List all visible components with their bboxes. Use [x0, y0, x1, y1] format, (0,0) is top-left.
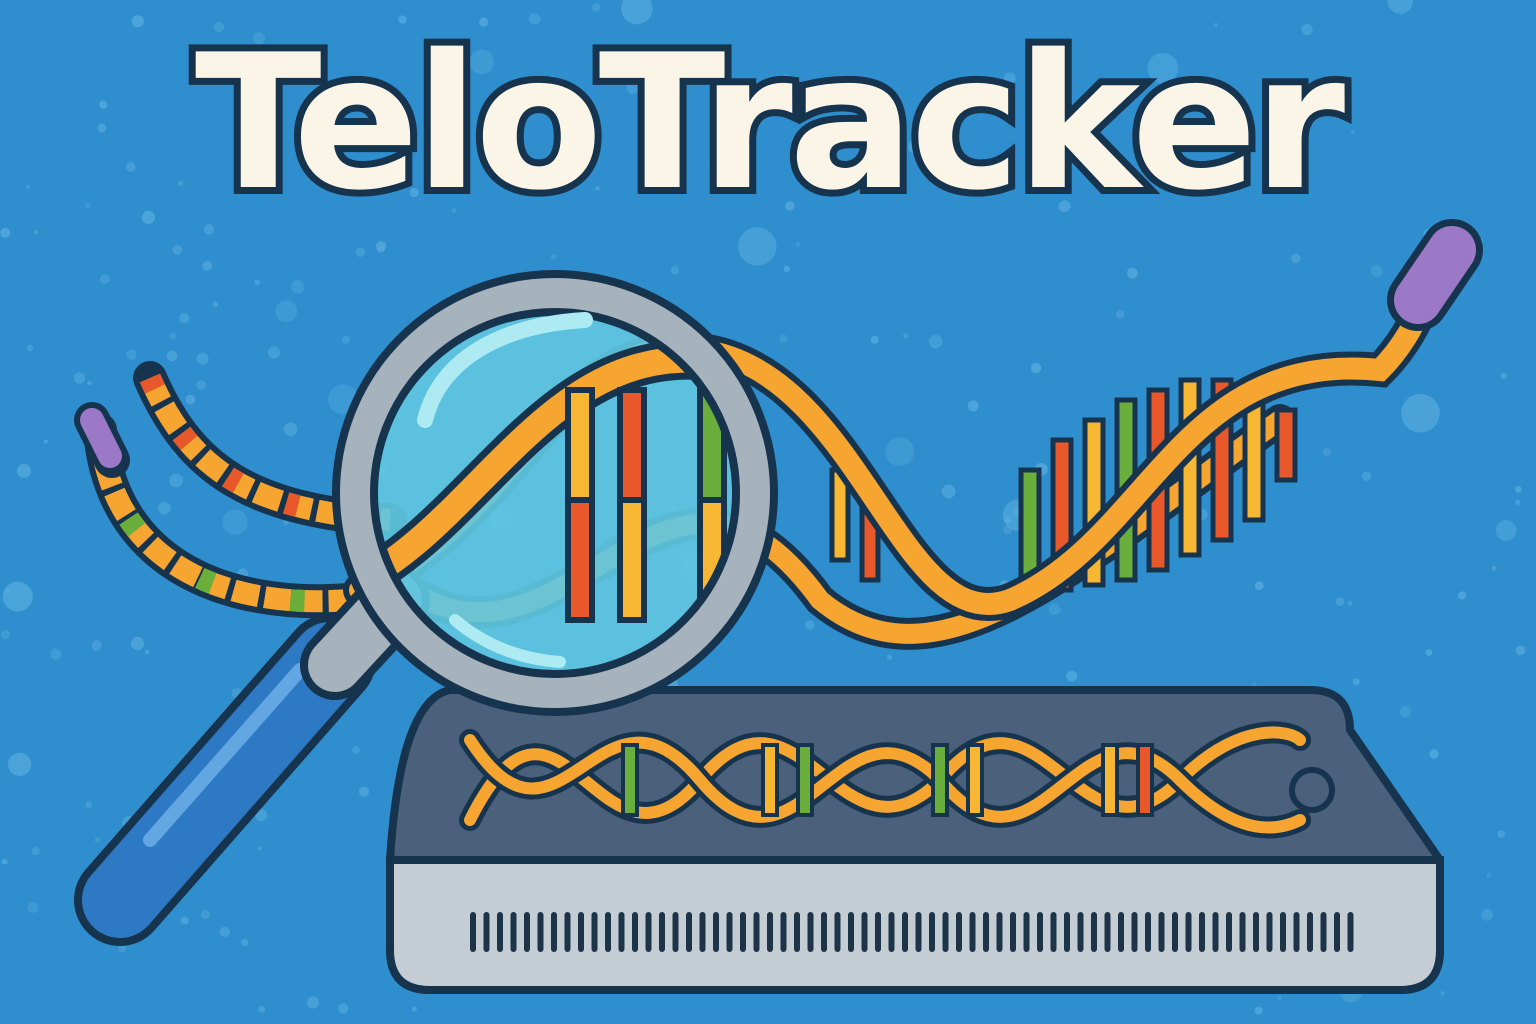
dna-helix-icon	[343, 219, 1483, 650]
sequencer-device-icon	[386, 686, 1444, 994]
app-title: TeloTracker	[188, 11, 1352, 235]
magnifying-glass-icon	[74, 270, 778, 946]
